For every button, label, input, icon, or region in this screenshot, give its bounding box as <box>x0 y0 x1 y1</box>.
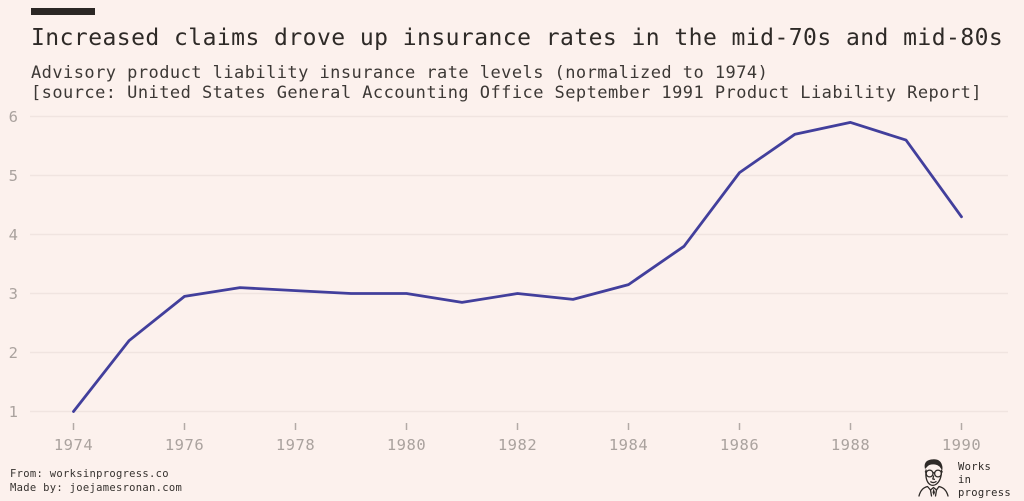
svg-text:6: 6 <box>9 108 18 126</box>
svg-text:1980: 1980 <box>387 436 426 454</box>
svg-text:1974: 1974 <box>54 436 93 454</box>
works-in-progress-logo: Works in progress <box>916 457 1011 500</box>
svg-text:1976: 1976 <box>165 436 204 454</box>
chart-subtitle-block: Advisory product liability insurance rat… <box>31 63 982 103</box>
credit-made-by: Made by: joejamesronan.com <box>10 482 183 494</box>
chart-source: [source: United States General Accountin… <box>31 83 982 103</box>
svg-text:1986: 1986 <box>720 436 759 454</box>
svg-text:3: 3 <box>9 285 18 303</box>
svg-text:1990: 1990 <box>942 436 981 454</box>
svg-text:2: 2 <box>9 344 18 362</box>
chart-subtitle: Advisory product liability insurance rat… <box>31 63 769 83</box>
svg-text:1: 1 <box>9 403 18 421</box>
works-in-progress-wordmark: Works in progress <box>958 461 1011 499</box>
svg-text:5: 5 <box>9 167 18 185</box>
chart-title: Increased claims drove up insurance rate… <box>31 25 1004 51</box>
svg-text:1988: 1988 <box>831 436 870 454</box>
works-in-progress-face-icon <box>918 459 949 497</box>
svg-text:4: 4 <box>9 226 18 244</box>
svg-text:1984: 1984 <box>609 436 648 454</box>
credits: From: worksinprogress.co Made by: joejam… <box>10 467 182 495</box>
credit-from: From: worksinprogress.co <box>10 468 169 480</box>
accent-bar <box>31 8 95 15</box>
svg-text:1982: 1982 <box>498 436 537 454</box>
svg-text:1978: 1978 <box>276 436 315 454</box>
